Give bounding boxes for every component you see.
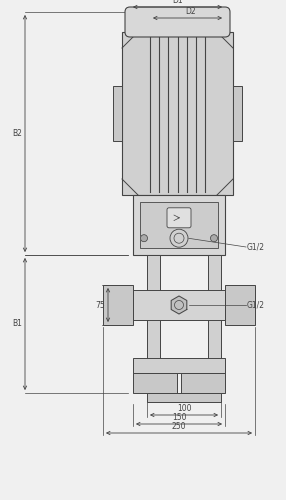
Bar xyxy=(181,373,225,393)
Bar xyxy=(133,195,225,255)
Bar xyxy=(147,255,160,360)
Bar xyxy=(103,285,133,325)
Text: D2: D2 xyxy=(185,7,196,16)
Text: G1/2: G1/2 xyxy=(247,242,265,252)
Bar xyxy=(133,373,177,393)
Bar xyxy=(122,32,233,195)
Text: 250: 250 xyxy=(172,422,186,431)
Bar xyxy=(208,255,221,360)
FancyBboxPatch shape xyxy=(167,208,191,228)
Bar xyxy=(140,202,218,248)
Text: 75: 75 xyxy=(95,300,105,310)
Text: 100: 100 xyxy=(177,404,191,413)
Bar xyxy=(147,393,221,402)
Text: B2: B2 xyxy=(12,129,22,138)
Polygon shape xyxy=(171,296,187,314)
FancyBboxPatch shape xyxy=(125,7,230,37)
Text: D1: D1 xyxy=(172,0,183,5)
Text: G1/2: G1/2 xyxy=(247,300,265,310)
Bar xyxy=(113,86,122,141)
Text: 150: 150 xyxy=(172,413,186,422)
Bar xyxy=(133,290,225,320)
Bar xyxy=(233,86,242,141)
Text: B1: B1 xyxy=(12,320,22,328)
Circle shape xyxy=(210,234,217,242)
Bar xyxy=(225,285,255,325)
Circle shape xyxy=(170,229,188,247)
Bar xyxy=(133,358,225,373)
Circle shape xyxy=(140,234,148,242)
